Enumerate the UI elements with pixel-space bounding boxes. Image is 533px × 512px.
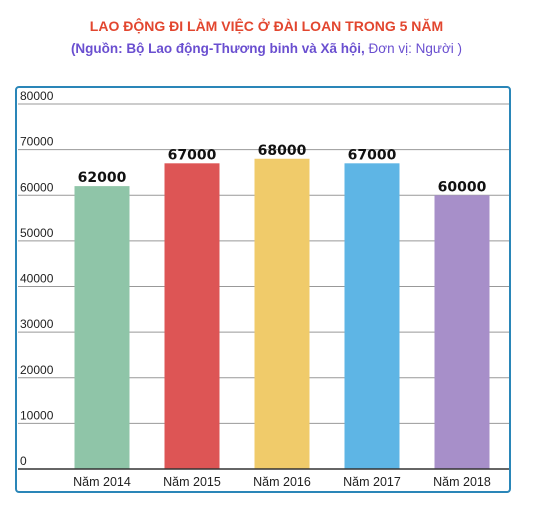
x-tick-label: Năm 2016 bbox=[253, 475, 311, 489]
y-tick-label: 60000 bbox=[20, 180, 54, 194]
bar bbox=[254, 158, 310, 469]
data-label: 68000 bbox=[258, 143, 307, 159]
bar bbox=[344, 163, 400, 469]
y-tick-label: 20000 bbox=[20, 363, 54, 377]
bar bbox=[164, 163, 220, 469]
y-tick-label: 0 bbox=[20, 454, 27, 468]
data-label: 60000 bbox=[438, 179, 487, 195]
y-tick-label: 80000 bbox=[20, 89, 54, 103]
source-note: (Nguồn: Bộ Lao động-Thương binh và Xã hộ… bbox=[70, 41, 365, 56]
bar bbox=[74, 186, 130, 469]
data-label: 67000 bbox=[348, 147, 397, 163]
chart-title: LAO ĐỘNG ĐI LÀM VIỆC Ở ĐÀI LOAN TRONG 5 … bbox=[89, 18, 444, 34]
data-label: 67000 bbox=[168, 147, 217, 163]
y-tick-label: 40000 bbox=[20, 272, 54, 286]
chart-frame bbox=[15, 86, 511, 493]
x-tick-label: Năm 2015 bbox=[163, 475, 221, 489]
x-tick-label: Năm 2018 bbox=[433, 475, 491, 489]
y-tick-label: 30000 bbox=[20, 317, 54, 331]
y-tick-label: 70000 bbox=[20, 135, 54, 149]
x-tick-label: Năm 2017 bbox=[343, 475, 401, 489]
chart-subtitle: (Nguồn: Bộ Lao động-Thương binh và Xã hộ… bbox=[0, 41, 533, 56]
y-tick-label: 10000 bbox=[20, 408, 54, 422]
x-tick-label: Năm 2014 bbox=[73, 475, 131, 489]
unit-note: Đơn vị: Người ) bbox=[364, 41, 463, 56]
y-tick-label: 50000 bbox=[20, 226, 54, 240]
bar bbox=[434, 195, 490, 469]
data-label: 62000 bbox=[78, 170, 127, 186]
